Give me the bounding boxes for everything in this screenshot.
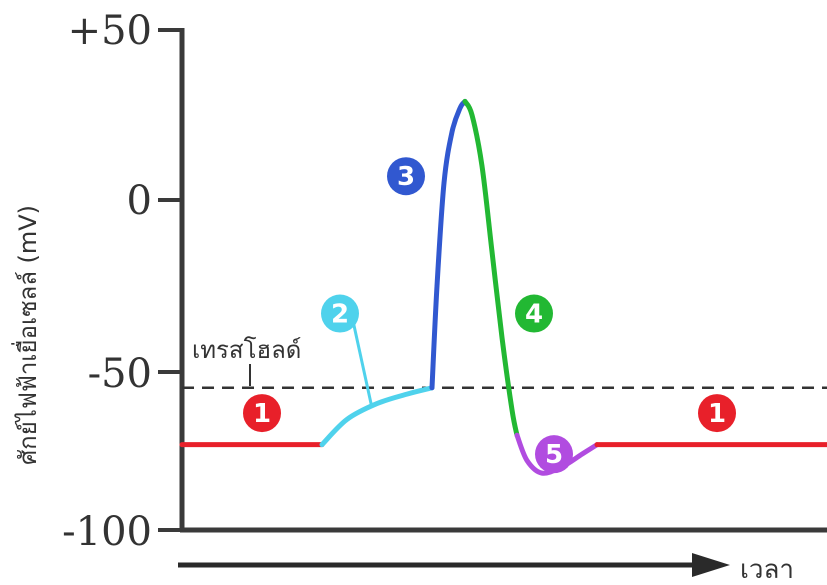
y-tick-label-plus50: +50 <box>68 8 152 54</box>
phase-marker-1-5: 1 <box>698 394 736 433</box>
time-axis-label: เวลา <box>740 555 794 585</box>
time-arrow-head-icon <box>692 553 730 577</box>
phase-marker-number: 3 <box>397 162 415 192</box>
phase-marker-number: 1 <box>708 399 726 429</box>
phase-marker-5-4: 5 <box>535 435 573 474</box>
y-tick-label-minus100: -100 <box>62 509 152 555</box>
phase-marker-1-0: 1 <box>243 394 281 433</box>
phase-marker-circle <box>698 394 736 433</box>
phase-marker-circle <box>387 157 425 196</box>
phase-marker-group: 1 2 3 4 5 1 <box>243 157 736 474</box>
phase-marker-circle <box>535 435 573 474</box>
y-axis-title: ศักย์ไฟฟ้าเยื่อเซลล์ (mV) <box>11 205 42 465</box>
series-line-phase-2 <box>319 385 435 448</box>
phase-marker-4-3: 4 <box>515 294 553 333</box>
series-group <box>179 98 827 476</box>
phase-marker-number: 2 <box>331 300 349 330</box>
phase-marker-3-2: 3 <box>387 157 425 196</box>
threshold-label: เทรสโฮลด์ <box>192 336 301 364</box>
phase-marker-number: 5 <box>545 440 563 470</box>
phase-marker-number: 1 <box>253 399 271 429</box>
phase-marker-circle <box>515 294 553 333</box>
series-line-phase-3 <box>429 98 468 391</box>
y-tick-label-0: 0 <box>127 178 152 224</box>
phase-marker-circle <box>243 394 281 433</box>
phase-marker-number: 4 <box>525 300 543 330</box>
y-tick-label-minus50: -50 <box>88 351 152 397</box>
phase-marker-circle <box>321 294 359 333</box>
series-line-phase-4 <box>462 98 520 438</box>
phase-marker-2-1: 2 <box>321 294 359 333</box>
